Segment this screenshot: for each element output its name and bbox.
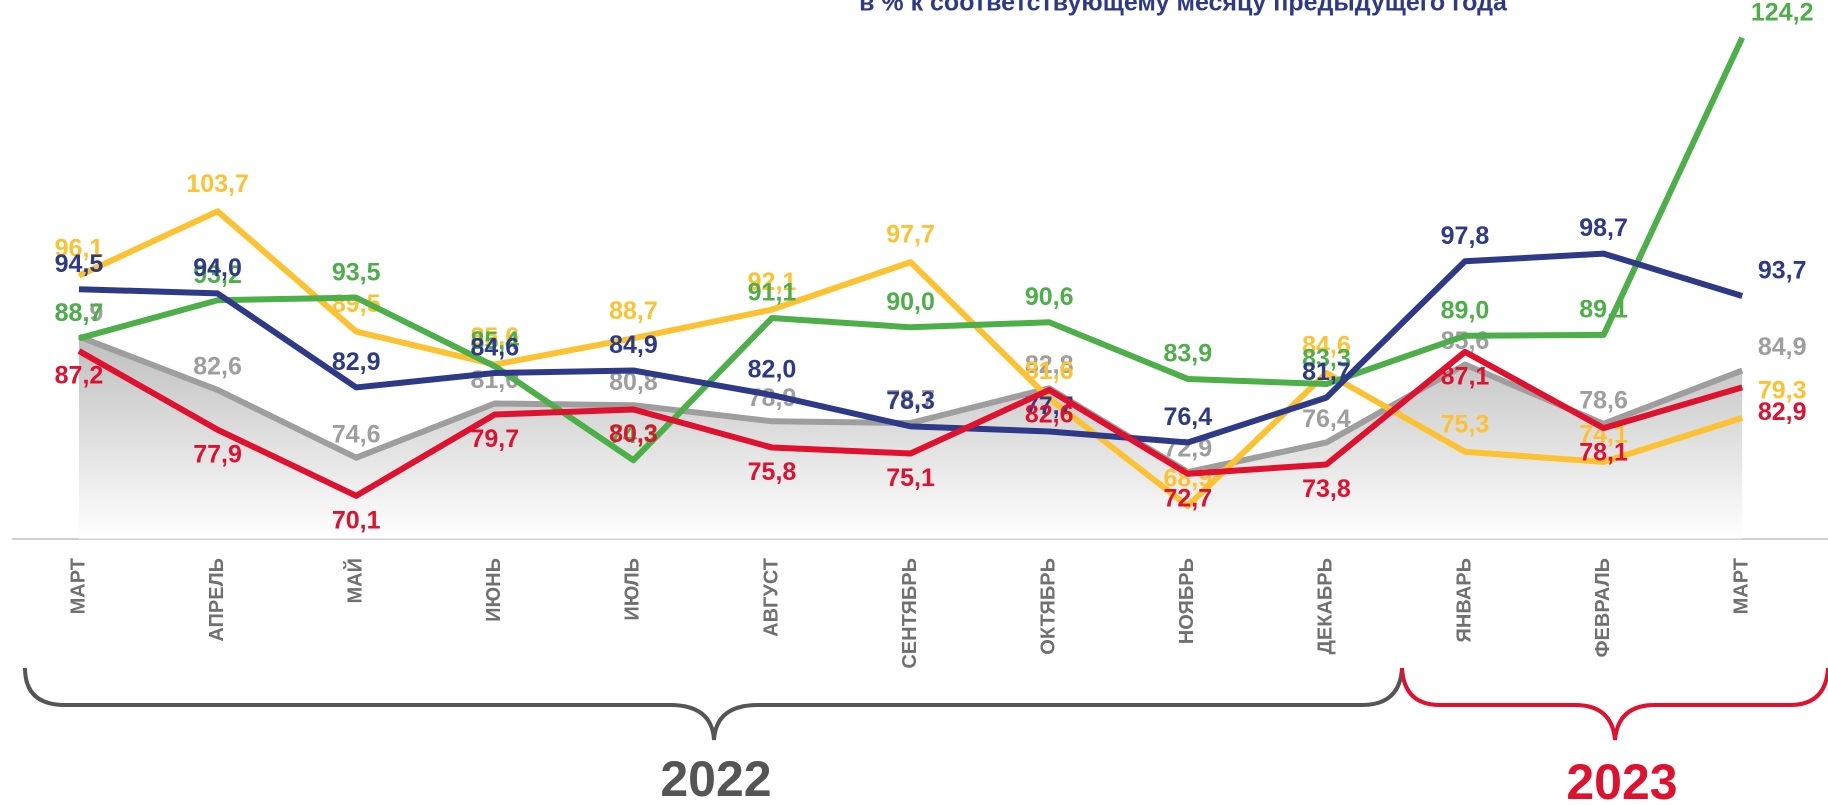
data-label: 75,3 [1441, 410, 1490, 438]
data-label: 74,3 [609, 421, 658, 449]
data-label: 90,0 [886, 288, 935, 316]
data-label: 93,5 [332, 258, 381, 286]
data-label: 89,1 [1579, 296, 1628, 324]
data-label: 76,4 [1163, 403, 1212, 431]
data-label: 82,6 [1025, 401, 1074, 429]
data-label: 89,0 [1441, 296, 1490, 324]
data-label: 76,4 [1302, 405, 1351, 433]
x-tick-label: ЯНВАРЬ [1453, 558, 1475, 642]
data-label: 75,8 [748, 458, 797, 486]
data-label: 91,1 [748, 279, 797, 307]
data-label: 81,6 [1025, 357, 1074, 385]
data-label: 82,6 [193, 353, 242, 381]
x-tick-label: ИЮНЬ [483, 558, 505, 622]
data-label: 97,8 [1441, 222, 1490, 250]
x-tick-label: ФЕВРАЛЬ [1592, 558, 1614, 658]
data-label: 80,3 [609, 420, 658, 448]
data-label: 82,9 [1758, 398, 1807, 426]
data-label: 96,1 [55, 234, 104, 262]
data-label: 87,2 [55, 362, 104, 390]
data-label: 94,0 [193, 254, 242, 282]
x-tick-label: СЕНТЯБРЬ [899, 558, 921, 669]
line [77, 208, 1744, 509]
data-label: 83,3 [1302, 345, 1351, 373]
data-label: 85,4 [470, 327, 519, 355]
data-label: 84,9 [1758, 333, 1807, 361]
data-label: 88,7 [609, 297, 658, 325]
brace-2023 [1400, 667, 1828, 741]
data-label: 85,6 [470, 323, 519, 351]
data-label: 73,8 [1302, 475, 1351, 503]
line [78, 36, 1745, 464]
data-label: 97,7 [886, 221, 935, 249]
data-label: 103,7 [186, 170, 249, 198]
data-label: 88,9 [55, 299, 104, 327]
data-label: 78,7 [886, 386, 935, 414]
data-label: 74,6 [332, 420, 381, 448]
line [77, 333, 1744, 476]
data-label: 84,6 [470, 334, 519, 362]
x-tick-label: АПРЕЛЬ [206, 558, 228, 642]
data-label: 77,9 [193, 440, 242, 468]
data-label: 82,9 [332, 348, 381, 376]
data-label: 93,7 [1758, 257, 1807, 285]
data-label: 68,9 [1163, 465, 1212, 493]
brace-2022 [23, 667, 1404, 741]
data-label: 98,7 [1579, 214, 1628, 242]
x-tick-label: МАРТ [1730, 558, 1752, 614]
x-tick-label: НОЯБРЬ [1176, 558, 1198, 644]
data-label: 83,9 [1163, 340, 1212, 368]
x-tick-label: ОКТЯБРЬ [1037, 558, 1059, 655]
data-label: 72,7 [1163, 484, 1212, 512]
x-tick-label: ДЕКАБРЬ [1315, 558, 1337, 654]
data-label: 81,7 [1302, 358, 1351, 386]
data-label: 70,1 [332, 506, 381, 534]
data-label: 92,1 [748, 268, 797, 296]
data-label: 82,0 [748, 356, 797, 384]
data-label: 90,6 [1025, 283, 1074, 311]
data-label: 87,1 [1441, 362, 1490, 390]
x-tick-label: МАРТ [67, 558, 89, 614]
area [79, 336, 1743, 539]
year-label: 2022 [660, 751, 771, 805]
data-label: 78,6 [1579, 386, 1628, 414]
x-tick-label: МАЙ [342, 558, 366, 603]
data-label: 78,1 [1579, 439, 1628, 467]
data-label: 78,3 [886, 387, 935, 415]
data-label: 79,3 [1758, 377, 1807, 405]
data-label: 84,6 [1302, 332, 1351, 360]
data-label: 82,8 [1025, 351, 1074, 379]
data-label: 79,7 [470, 425, 519, 453]
x-tick-label: ИЮЛЬ [622, 558, 644, 621]
data-label: 94,5 [55, 250, 104, 278]
x-tick-label: АВГУСТ [760, 558, 782, 637]
data-label: 75,1 [886, 464, 935, 492]
data-label: 88,7 [55, 299, 104, 327]
chart-title: в % к соответствующему месяцу предыдущег… [859, 0, 1508, 17]
data-label: 124,2 [1751, 0, 1814, 26]
data-label: 84,9 [609, 331, 658, 359]
year-label: 2023 [1566, 754, 1677, 805]
data-label: 93,2 [193, 261, 242, 289]
line [77, 348, 1744, 499]
line [78, 250, 1744, 446]
